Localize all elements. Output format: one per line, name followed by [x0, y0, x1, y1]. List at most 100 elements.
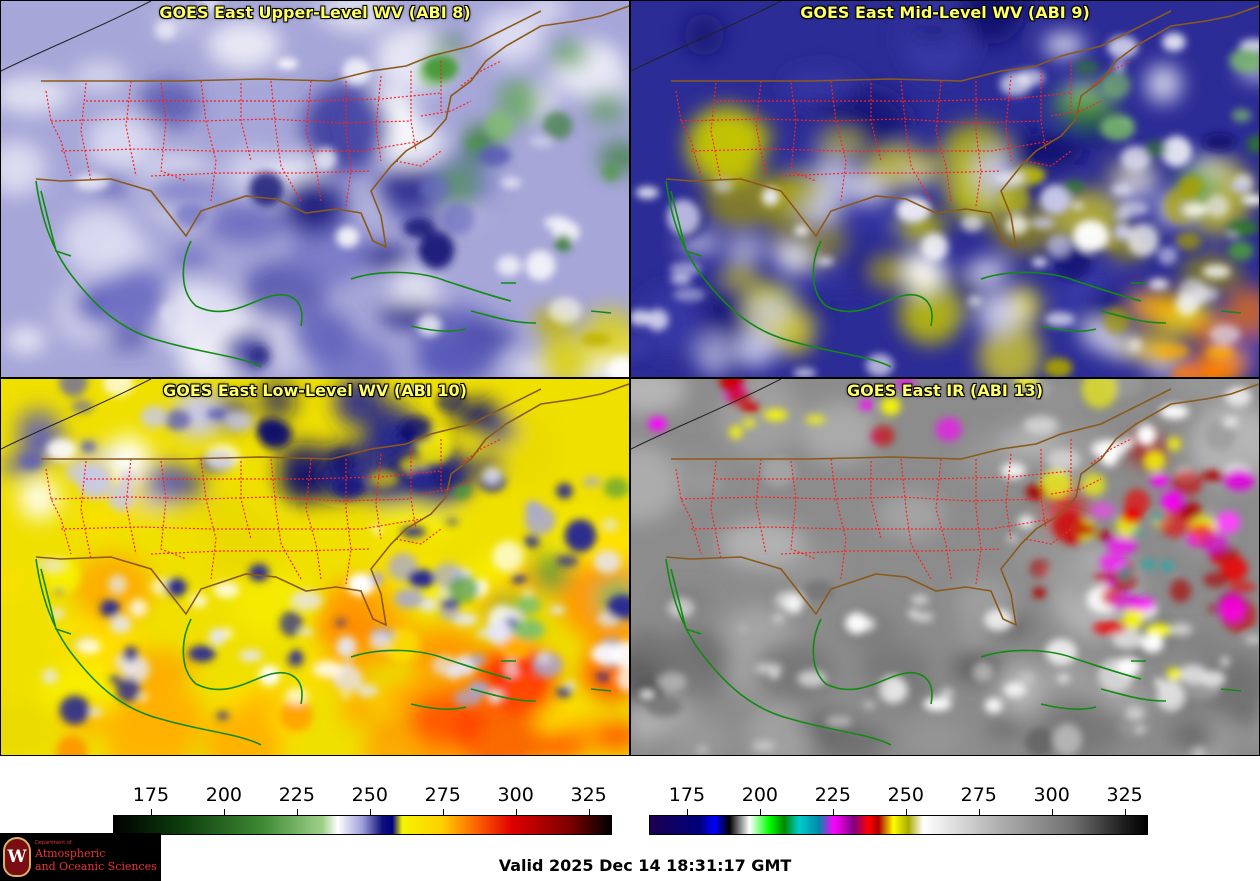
limb-edge [1, 1, 152, 72]
colorbar-tick-label: 175 [668, 784, 706, 806]
state-boundary [755, 458, 767, 555]
satellite-image [631, 379, 1259, 755]
colorbar-tick-label: 200 [741, 784, 779, 806]
panel-mid-level-wv: GOES East Mid-Level WV (ABI 9) [630, 0, 1260, 378]
limb-edge [1, 379, 152, 450]
state-boundary [935, 80, 952, 202]
mexico-caribbean-coastline [35, 180, 612, 368]
state-boundary [150, 548, 372, 555]
colorbar-tick-label: 325 [570, 784, 607, 806]
state-boundary [125, 80, 137, 177]
state-boundary [975, 81, 982, 207]
state-boundary [270, 80, 302, 202]
limb-edge [631, 379, 782, 450]
cloud-detail [20, 379, 629, 755]
colorbar-tick-label: 325 [1106, 784, 1143, 806]
state-boundary [270, 458, 302, 580]
colorbar-tick [905, 809, 907, 815]
colorbar-tick-label: 250 [887, 784, 924, 806]
state-boundary [1050, 478, 1102, 495]
state-boundary [716, 470, 1072, 480]
logo-line-2: and Oceanic Sciences [35, 860, 157, 873]
state-boundary [710, 460, 722, 560]
canada-border [671, 10, 1172, 82]
mexico-caribbean-coastline [665, 558, 1242, 746]
panel-title: GOES East Low-Level WV (ABI 10) [163, 381, 467, 400]
colorbar-tick-label: 300 [1033, 784, 1070, 806]
colorbar-tick [832, 809, 834, 815]
state-boundary [80, 460, 92, 560]
colorbar-tick [515, 809, 517, 815]
mexico-caribbean-coastline [35, 558, 612, 746]
colorbar-tick [588, 809, 590, 815]
state-boundary [345, 459, 352, 585]
panel-title: GOES East Upper-Level WV (ABI 8) [159, 3, 471, 22]
colorbar-tick [442, 809, 444, 815]
cloud-detail [633, 379, 1259, 755]
state-boundary [305, 80, 322, 202]
colorbar-tick [223, 809, 225, 815]
state-boundary [125, 458, 137, 555]
state-boundary [1005, 75, 1012, 162]
valid-time: Valid 2025 Dec 14 18:31:17 GMT [498, 856, 792, 875]
state-boundary [305, 458, 322, 580]
colorbar-wv: 175 200 225 250 275 300 325 [113, 784, 612, 836]
us-coastline [35, 5, 629, 249]
state-boundary [675, 90, 702, 177]
state-boundary [460, 438, 502, 465]
colorbar-tick-label: 200 [205, 784, 243, 806]
uw-seal-icon: W [3, 837, 31, 877]
state-boundary [395, 150, 442, 167]
state-boundary [50, 496, 412, 502]
state-boundary [935, 458, 952, 580]
state-boundary [240, 83, 252, 162]
state-boundary [375, 75, 382, 162]
cloud-detail [75, 1, 629, 377]
colorbar-tick [150, 809, 152, 815]
state-boundary [86, 470, 442, 480]
state-boundary [975, 459, 982, 585]
satellite-image [1, 379, 629, 755]
limb-edge [631, 1, 782, 72]
state-boundary [755, 80, 767, 177]
state-boundary [150, 170, 372, 177]
panel-low-level-wv: GOES East Low-Level WV (ABI 10) [0, 378, 630, 756]
state-boundary [45, 90, 72, 177]
state-boundary [86, 92, 442, 102]
state-boundary [80, 82, 92, 182]
canada-border [671, 388, 1172, 460]
state-boundary [870, 83, 882, 162]
colorbar-tick-label: 175 [132, 784, 170, 806]
satellite-image [1, 1, 629, 377]
colorbar-tick-label: 250 [351, 784, 388, 806]
colorbar-tick-label: 300 [497, 784, 534, 806]
state-boundary [1050, 100, 1102, 117]
state-boundary [1005, 453, 1012, 540]
state-boundary [710, 82, 722, 182]
colorbar-tick [759, 809, 761, 815]
state-boundary [420, 100, 472, 117]
colorbar-tick [1124, 809, 1126, 815]
state-boundary [345, 81, 352, 207]
logo-dept: Department of [35, 840, 72, 846]
state-boundary [1090, 438, 1132, 465]
colorbar-tick-label: 225 [278, 784, 315, 806]
colorbar-tick [686, 809, 688, 815]
state-boundary [1025, 150, 1072, 167]
state-boundary [780, 548, 1002, 555]
colorbar-tick [978, 809, 980, 815]
logo-line-1: Atmospheric [35, 847, 106, 860]
aos-logo[interactable]: W Department of Atmospheric and Oceanic … [0, 833, 161, 881]
colorbar-tick-label: 275 [424, 784, 461, 806]
state-boundary [716, 92, 1072, 102]
state-boundary [1090, 60, 1132, 87]
state-boundary [45, 468, 72, 555]
panel-title: GOES East Mid-Level WV (ABI 9) [800, 3, 1090, 22]
cloud-field [631, 379, 1259, 755]
state-boundary [420, 478, 472, 495]
colorbar-tick-label: 225 [814, 784, 851, 806]
colorbar-ir: 175 200 225 250 275 300 325 [649, 784, 1148, 836]
state-boundary [680, 118, 1042, 124]
us-coastline [665, 383, 1259, 627]
state-boundary [375, 453, 382, 540]
